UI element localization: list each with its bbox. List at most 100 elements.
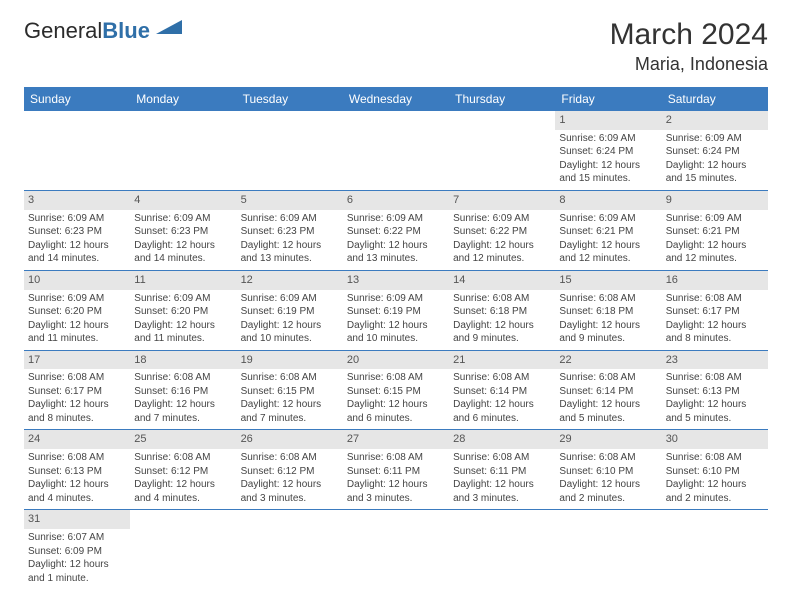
daylight-text: Daylight: 12 hours and 1 minute. [28, 558, 126, 585]
daylight-text: Daylight: 12 hours and 12 minutes. [666, 239, 764, 266]
calendar-day-cell: 7 Sunrise: 6:09 AMSunset: 6:22 PMDaylight… [449, 190, 555, 270]
calendar-day-cell: 23Sunrise: 6:08 AMSunset: 6:13 PMDayligh… [662, 350, 768, 430]
calendar-day-cell: 6Sunrise: 6:09 AMSunset: 6:22 PMDaylight… [343, 190, 449, 270]
daylight-text: Daylight: 12 hours and 7 minutes. [241, 398, 339, 425]
sunset-text: Sunset: 6:24 PM [559, 145, 657, 159]
sunrise-text: Sunrise: 6:09 AM [28, 212, 126, 226]
page-header: GeneralBlue March 2024 Maria, Indonesia [24, 18, 768, 75]
sunrise-text: Sunrise: 6:09 AM [241, 292, 339, 306]
daylight-text: Daylight: 12 hours and 8 minutes. [666, 319, 764, 346]
calendar-day-cell: 22Sunrise: 6:08 AMSunset: 6:14 PMDayligh… [555, 350, 661, 430]
sunset-text: Sunset: 6:17 PM [666, 305, 764, 319]
daylight-text: Daylight: 12 hours and 7 minutes. [134, 398, 232, 425]
day-number: 7 [449, 191, 555, 210]
sunset-text: Sunset: 6:20 PM [134, 305, 232, 319]
day-number: 25 [130, 430, 236, 449]
weekday-header-row: Sunday Monday Tuesday Wednesday Thursday… [24, 87, 768, 111]
sunrise-text: Sunrise: 6:08 AM [347, 371, 445, 385]
daylight-text: Daylight: 12 hours and 2 minutes. [559, 478, 657, 505]
daylight-text: Daylight: 12 hours and 11 minutes. [134, 319, 232, 346]
daylight-text: Daylight: 12 hours and 3 minutes. [241, 478, 339, 505]
sunset-text: Sunset: 6:24 PM [666, 145, 764, 159]
day-number [24, 111, 130, 130]
daylight-text: Daylight: 12 hours and 4 minutes. [134, 478, 232, 505]
day-number: 22 [555, 351, 661, 370]
month-title: March 2024 [610, 18, 768, 52]
day-number [237, 111, 343, 130]
day-number: 17 [24, 351, 130, 370]
sunrise-text: Sunrise: 6:08 AM [134, 451, 232, 465]
day-number: 2 [662, 111, 768, 130]
flag-icon [156, 20, 182, 43]
day-number [237, 510, 343, 529]
sunrise-text: Sunrise: 6:09 AM [347, 212, 445, 226]
calendar-day-cell: 12Sunrise: 6:09 AMSunset: 6:19 PMDayligh… [237, 270, 343, 350]
day-number: 29 [555, 430, 661, 449]
sunset-text: Sunset: 6:19 PM [347, 305, 445, 319]
day-number: 30 [662, 430, 768, 449]
calendar-day-cell: 18Sunrise: 6:08 AMSunset: 6:16 PMDayligh… [130, 350, 236, 430]
calendar-week-row: 17Sunrise: 6:08 AMSunset: 6:17 PMDayligh… [24, 350, 768, 430]
day-number [449, 510, 555, 529]
daylight-text: Daylight: 12 hours and 14 minutes. [134, 239, 232, 266]
day-number [555, 510, 661, 529]
sunset-text: Sunset: 6:18 PM [453, 305, 551, 319]
day-number: 8 [555, 191, 661, 210]
sunrise-text: Sunrise: 6:08 AM [453, 292, 551, 306]
sunrise-text: Sunrise: 6:09 AM [134, 292, 232, 306]
calendar-week-row: 24 Sunrise: 6:08 AM Sunset: 6:13 PM Dayligh… [24, 430, 768, 510]
sunrise-text: Sunrise: 6:08 AM [666, 451, 764, 465]
day-number: 5 [237, 191, 343, 210]
daylight-text: Daylight: 12 hours and 14 minutes. [28, 239, 126, 266]
sunrise-text: Sunrise: 6:08 AM [241, 371, 339, 385]
daylight-text: Daylight: 12 hours and 6 minutes. [347, 398, 445, 425]
sunset-text: Sunset: 6:15 PM [241, 385, 339, 399]
day-number [343, 510, 449, 529]
brand-text: GeneralBlue [24, 18, 150, 44]
calendar-day-cell: 11Sunrise: 6:09 AMSunset: 6:20 PMDayligh… [130, 270, 236, 350]
daylight-text: Daylight: 12 hours and 12 minutes. [453, 239, 551, 266]
daylight-text: Daylight: 12 hours and 15 minutes. [666, 159, 764, 186]
sunset-text: Sunset: 6:22 PM [453, 225, 551, 239]
day-number [343, 111, 449, 130]
day-number: 31 [24, 510, 130, 529]
calendar-day-cell [237, 510, 343, 589]
sunset-text: Sunset: 6:11 PM [347, 465, 445, 479]
calendar-day-cell: 14Sunrise: 6:08 AMSunset: 6:18 PMDayligh… [449, 270, 555, 350]
day-number: 24 [24, 430, 130, 449]
title-block: March 2024 Maria, Indonesia [610, 18, 768, 75]
sunset-text: Sunset: 6:18 PM [559, 305, 657, 319]
calendar-day-cell: 2 Sunrise: 6:09 AMSunset: 6:24 PMDaylight… [662, 111, 768, 190]
sunset-text: Sunset: 6:16 PM [134, 385, 232, 399]
sunset-text: Sunset: 6:13 PM [28, 465, 126, 479]
calendar-day-cell: 25Sunrise: 6:08 AMSunset: 6:12 PMDayligh… [130, 430, 236, 510]
weekday-header: Thursday [449, 87, 555, 111]
day-number: 18 [130, 351, 236, 370]
sunrise-text: Sunrise: 6:09 AM [28, 292, 126, 306]
calendar-day-cell: 1Sunrise: 6:09 AMSunset: 6:24 PMDaylight… [555, 111, 661, 190]
sunset-text: Sunset: 6:10 PM [559, 465, 657, 479]
sunrise-text: Sunrise: 6:08 AM [241, 451, 339, 465]
sunrise-text: Sunrise: 6:08 AM [347, 451, 445, 465]
daylight-text: Daylight: 12 hours and 2 minutes. [666, 478, 764, 505]
day-number [449, 111, 555, 130]
calendar-day-cell: 19Sunrise: 6:08 AMSunset: 6:15 PMDayligh… [237, 350, 343, 430]
daylight-text: Daylight: 12 hours and 8 minutes. [28, 398, 126, 425]
sunrise-text: Sunrise: 6:09 AM [241, 212, 339, 226]
daylight-text: Daylight: 12 hours and 3 minutes. [453, 478, 551, 505]
calendar-week-row: 1Sunrise: 6:09 AMSunset: 6:24 PMDaylight… [24, 111, 768, 190]
calendar-day-cell [130, 510, 236, 589]
calendar-week-row: 10Sunrise: 6:09 AMSunset: 6:20 PMDayligh… [24, 270, 768, 350]
sunset-text: Sunset: 6:17 PM [28, 385, 126, 399]
sunrise-text: Sunrise: 6:09 AM [666, 132, 764, 146]
sunrise-text: Sunrise: 6:08 AM [666, 371, 764, 385]
sunrise-text: Sunrise: 6:09 AM [453, 212, 551, 226]
day-number: 1 [555, 111, 661, 130]
day-number: 16 [662, 271, 768, 290]
calendar-day-cell: 8Sunrise: 6:09 AMSunset: 6:21 PMDaylight… [555, 190, 661, 270]
calendar-day-cell: 24Sunrise: 6:08 AMSunset: 6:13 PMDayligh… [24, 430, 130, 510]
weekday-header: Monday [130, 87, 236, 111]
calendar-day-cell: 30Sunrise: 6:08 AMSunset: 6:10 PMDayligh… [662, 430, 768, 510]
day-number: 4 [130, 191, 236, 210]
daylight-text: Daylight: 12 hours and 9 minutes. [453, 319, 551, 346]
